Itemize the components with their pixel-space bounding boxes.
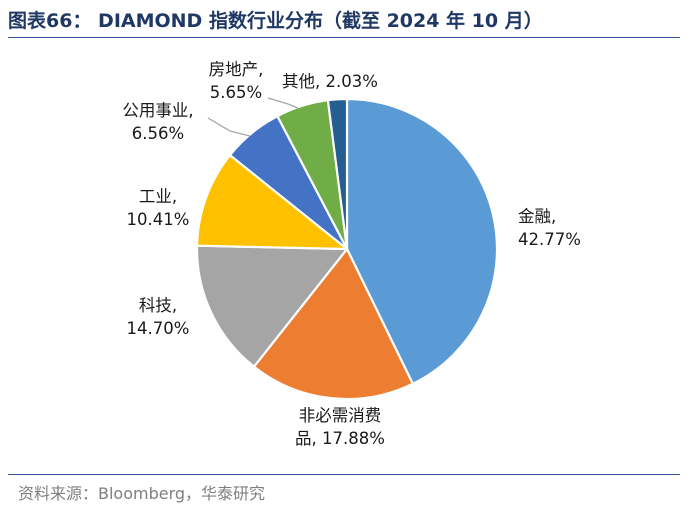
slice-label: 非必需消费 bbox=[299, 406, 382, 425]
pie-slice bbox=[195, 244, 349, 368]
pie-slice bbox=[345, 97, 499, 385]
leader-line bbox=[207, 117, 251, 137]
slice-value-label: 10.41% bbox=[127, 210, 190, 229]
source-divider bbox=[8, 474, 680, 475]
slice-label: 其他, 2.03% bbox=[282, 72, 378, 91]
chart-title: 图表66： DIAMOND 指数行业分布（截至 2024 年 10 月） bbox=[8, 10, 543, 32]
slice-label: 工业, bbox=[139, 187, 177, 206]
slice-value-label: 6.56% bbox=[132, 124, 184, 143]
leader-line bbox=[267, 97, 299, 109]
pie-slice bbox=[326, 97, 349, 251]
slice-value-label: 42.77% bbox=[518, 230, 581, 249]
slice-label: 科技, bbox=[139, 296, 177, 315]
slice-label: 公用事业, bbox=[122, 101, 193, 120]
slice-value-label: 14.70% bbox=[127, 319, 190, 338]
source-note: 资料来源：Bloomberg，华泰研究 bbox=[18, 484, 266, 503]
slice-label: 房地产, bbox=[209, 60, 264, 79]
title-divider bbox=[8, 37, 680, 38]
slice-value-label: 品, 17.88% bbox=[295, 429, 385, 448]
pie-slice bbox=[195, 154, 349, 251]
pie-slice bbox=[252, 247, 414, 401]
slice-label: 金融, bbox=[518, 207, 556, 226]
slice-value-label: 5.65% bbox=[210, 83, 262, 102]
